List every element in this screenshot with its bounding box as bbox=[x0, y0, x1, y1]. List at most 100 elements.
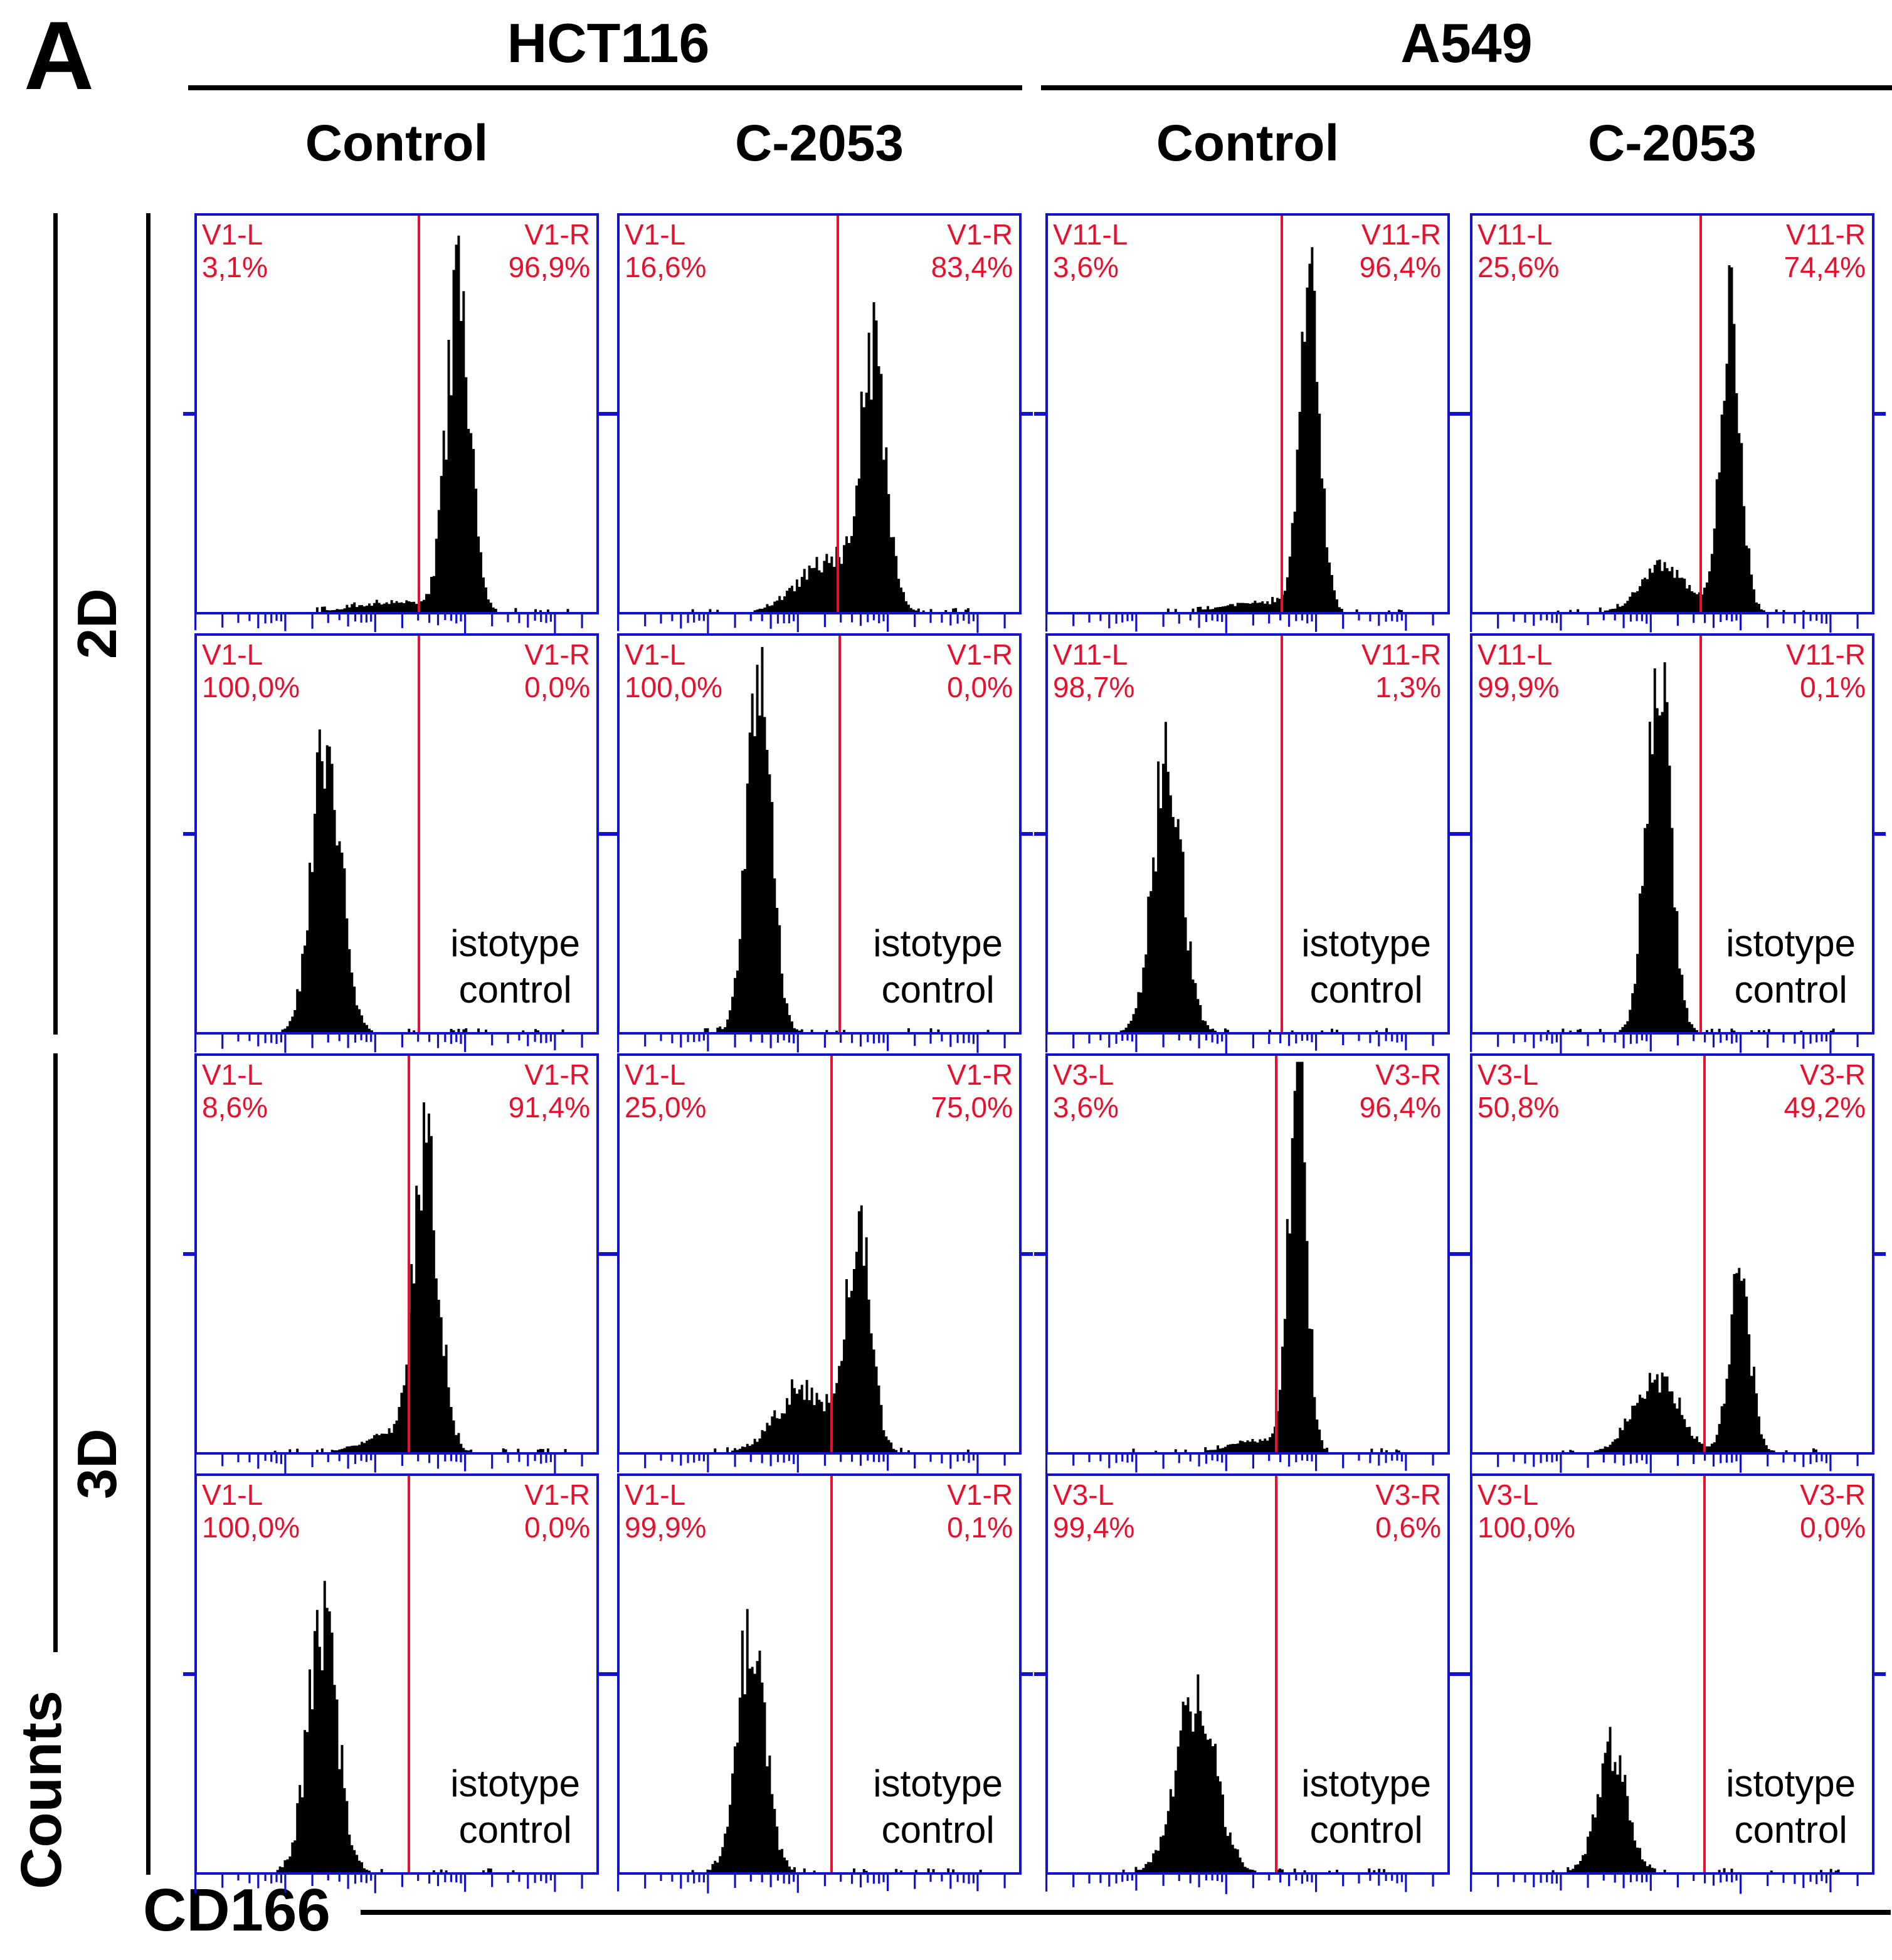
y-axis-mid-tick-left bbox=[1034, 412, 1045, 416]
plot-frame bbox=[1045, 1053, 1450, 1455]
flow-histogram-panel: V1-L 100,0% V1-R 0,0% istotype control bbox=[606, 633, 1033, 1053]
y-axis-mid-tick-right bbox=[1874, 1672, 1886, 1676]
gate-left-name: V3-L bbox=[1053, 1478, 1114, 1511]
x-axis-rug-ticks bbox=[194, 614, 583, 634]
y-axis-mid-tick-right bbox=[1022, 412, 1033, 416]
gate-label-right: V1-R 83,4% bbox=[931, 218, 1013, 283]
gate-marker-line bbox=[1274, 1056, 1277, 1452]
gate-marker-line bbox=[1281, 216, 1284, 612]
y-axis-label: Counts bbox=[9, 1690, 73, 1890]
gate-label-left: V1-L 100,0% bbox=[625, 638, 722, 703]
plot-frame bbox=[1045, 633, 1450, 1035]
gate-left-percent: 99,9% bbox=[625, 1511, 707, 1544]
gate-label-left: V3-L 50,8% bbox=[1477, 1058, 1559, 1124]
y-axis-mid-tick-right bbox=[1022, 832, 1033, 836]
gate-label-right: V1-R 0,0% bbox=[524, 1478, 590, 1544]
y-axis-mid-tick-left bbox=[1034, 1672, 1045, 1676]
gate-label-right: V3-R 0,0% bbox=[1800, 1478, 1866, 1544]
y-axis-mid-tick-right bbox=[1450, 412, 1461, 416]
flow-histogram-panel: V11-L 99,9% V11-R 0,1% istotype control bbox=[1459, 633, 1886, 1054]
gate-label-right: V11-R 96,4% bbox=[1360, 218, 1441, 283]
flow-histogram-panel: V3-L 99,4% V3-R 0,6% istotype control bbox=[1034, 1473, 1461, 1894]
y-axis-mid-tick-right bbox=[1450, 1672, 1461, 1676]
gate-left-percent: 100,0% bbox=[202, 1511, 300, 1544]
y-axis-mid-tick-right bbox=[1450, 1252, 1461, 1256]
x-axis-rug-ticks bbox=[1470, 1035, 1859, 1054]
gate-label-right: V3-R 0,6% bbox=[1375, 1478, 1441, 1544]
y-axis-mid-tick-right bbox=[599, 832, 610, 836]
y-axis-mid-tick-left bbox=[183, 832, 194, 836]
gate-label-right: V11-R 0,1% bbox=[1786, 638, 1866, 703]
x-axis-rug-ticks bbox=[1045, 1035, 1434, 1054]
gate-left-name: V1-L bbox=[625, 638, 686, 671]
gate-right-name: V11-R bbox=[1786, 638, 1866, 671]
gate-label-left: V3-L 3,6% bbox=[1053, 1058, 1119, 1124]
isotype-control-note: istotype control bbox=[1726, 920, 1856, 1013]
panel-letter: A bbox=[24, 1, 94, 110]
hct116-underline bbox=[188, 85, 1022, 90]
plot-frame bbox=[194, 1473, 599, 1875]
x-axis-rug-ticks bbox=[194, 1455, 583, 1474]
y-axis-mid-tick-left bbox=[183, 1672, 194, 1676]
gate-marker-line bbox=[1281, 636, 1284, 1032]
y-axis-mid-tick-left bbox=[183, 412, 194, 416]
gate-label-right: V3-R 49,2% bbox=[1784, 1058, 1866, 1124]
gate-right-percent: 49,2% bbox=[1784, 1091, 1866, 1124]
x-axis-rug-ticks bbox=[1045, 1875, 1434, 1894]
gate-right-name: V11-R bbox=[1361, 638, 1441, 671]
gate-label-right: V1-R 96,9% bbox=[509, 218, 590, 283]
gate-marker-line bbox=[1274, 1476, 1277, 1872]
x-axis-rug-ticks bbox=[1045, 614, 1434, 633]
y-axis-mid-tick-right bbox=[1874, 412, 1886, 416]
gate-right-name: V1-R bbox=[947, 218, 1013, 251]
treatment-header-c2053-1: C-2053 bbox=[735, 115, 904, 172]
isotype-note-line2: control bbox=[881, 1809, 995, 1851]
gate-left-name: V1-L bbox=[625, 218, 686, 251]
isotype-note-line2: control bbox=[881, 969, 995, 1011]
plot-frame bbox=[1470, 1053, 1874, 1455]
gate-left-percent: 8,6% bbox=[202, 1091, 268, 1124]
histogram-curve bbox=[620, 1205, 1019, 1452]
gate-label-left: V1-L 25,0% bbox=[625, 1058, 706, 1124]
x-axis-line bbox=[361, 1910, 1891, 1915]
gate-right-name: V3-R bbox=[1800, 1058, 1866, 1091]
x-axis-rug-ticks bbox=[1045, 1455, 1434, 1474]
y-axis-mid-tick-right bbox=[1874, 832, 1886, 836]
plot-frame bbox=[1470, 1473, 1874, 1875]
y-axis-mid-tick-left bbox=[1459, 1252, 1470, 1256]
group-3d-bracket-line bbox=[53, 1053, 58, 1652]
flow-histogram-panel: V1-L 100,0% V1-R 0,0% istotype control bbox=[183, 633, 610, 1053]
cellline-header-a549: A549 bbox=[1400, 12, 1533, 74]
gate-marker-line bbox=[417, 216, 420, 612]
gate-label-left: V11-L 98,7% bbox=[1053, 638, 1134, 703]
gate-right-percent: 83,4% bbox=[931, 251, 1013, 283]
plot-frame bbox=[617, 213, 1022, 614]
gate-left-percent: 16,6% bbox=[625, 251, 707, 283]
gate-right-percent: 0,0% bbox=[524, 1511, 590, 1544]
gate-label-left: V3-L 100,0% bbox=[1477, 1478, 1575, 1544]
gate-right-name: V3-R bbox=[1800, 1478, 1866, 1511]
gate-marker-line bbox=[1703, 1056, 1706, 1452]
isotype-note-line2: control bbox=[458, 1809, 572, 1851]
gate-left-percent: 3,1% bbox=[202, 251, 268, 283]
flow-histogram-panel: V3-L 3,6% V3-R 96,4% bbox=[1034, 1053, 1461, 1474]
gate-left-percent: 99,9% bbox=[1477, 671, 1560, 703]
flow-histogram-panel: V1-L 8,6% V1-R 91,4% bbox=[183, 1053, 610, 1474]
plot-frame bbox=[1045, 1473, 1450, 1875]
gate-left-name: V3-L bbox=[1477, 1058, 1539, 1091]
gate-marker-line bbox=[1699, 216, 1702, 612]
gate-right-percent: 0,1% bbox=[947, 1511, 1013, 1544]
gate-right-percent: 1,3% bbox=[1375, 671, 1441, 703]
isotype-note-line2: control bbox=[458, 969, 572, 1011]
y-axis-mid-tick-right bbox=[599, 1252, 610, 1256]
gate-left-percent: 25,0% bbox=[625, 1091, 707, 1124]
gate-left-percent: 3,6% bbox=[1053, 1091, 1119, 1124]
x-axis-rug-ticks bbox=[617, 1455, 1006, 1474]
gate-left-name: V1-L bbox=[625, 1058, 686, 1091]
gate-left-percent: 100,0% bbox=[202, 671, 300, 703]
isotype-control-note: istotype control bbox=[1726, 1761, 1856, 1853]
y-axis-mid-tick-left bbox=[1034, 832, 1045, 836]
gate-label-right: V1-R 75,0% bbox=[931, 1058, 1013, 1124]
isotype-control-note: istotype control bbox=[1301, 920, 1431, 1013]
gate-label-left: V1-L 16,6% bbox=[625, 218, 706, 283]
